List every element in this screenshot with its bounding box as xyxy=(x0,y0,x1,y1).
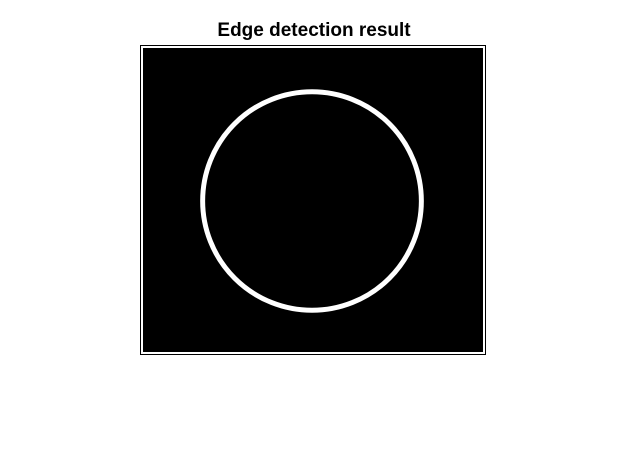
image-background xyxy=(143,48,483,352)
image-axes xyxy=(140,45,486,355)
detected-circle-edge xyxy=(200,89,424,313)
edge-image-canvas xyxy=(143,48,483,352)
edge-image xyxy=(143,48,483,352)
figure-title: Edge detection result xyxy=(217,20,411,41)
